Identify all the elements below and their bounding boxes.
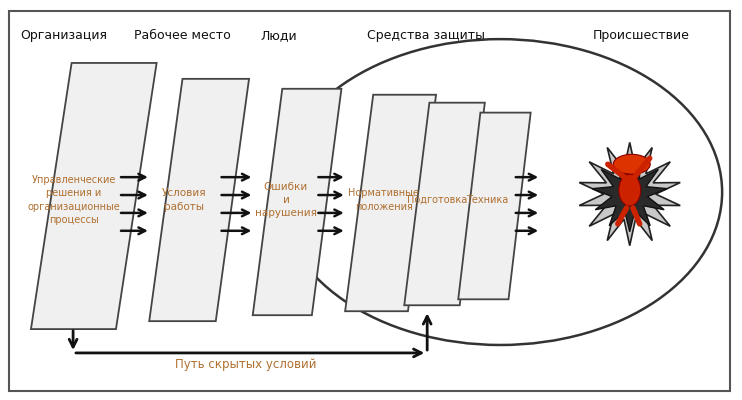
Text: Средства защиты: Средства защиты — [367, 29, 485, 42]
Text: Организация: Организация — [21, 29, 108, 42]
Text: Управленческие
решения и
организационные
процессы: Управленческие решения и организационные… — [27, 175, 120, 225]
Ellipse shape — [619, 174, 640, 206]
Polygon shape — [580, 142, 680, 246]
Polygon shape — [253, 89, 341, 315]
Text: Техника: Техника — [466, 195, 508, 205]
Polygon shape — [592, 158, 667, 232]
Text: Условия
работы: Условия работы — [162, 188, 206, 212]
Text: Подготовка: Подготовка — [407, 195, 467, 205]
Polygon shape — [31, 63, 157, 329]
Text: Ошибки
и
нарушения: Ошибки и нарушения — [255, 182, 317, 218]
Circle shape — [613, 154, 650, 174]
Text: Путь скрытых условий: Путь скрытых условий — [174, 358, 316, 371]
Text: Люди: Люди — [260, 29, 297, 42]
Polygon shape — [149, 79, 249, 321]
Text: Рабочее место: Рабочее место — [134, 29, 231, 42]
Polygon shape — [459, 113, 531, 299]
Text: Нормативные
положения: Нормативные положения — [348, 188, 419, 212]
Polygon shape — [404, 103, 485, 305]
Text: Происшествие: Происшествие — [592, 29, 689, 42]
Polygon shape — [345, 95, 436, 311]
